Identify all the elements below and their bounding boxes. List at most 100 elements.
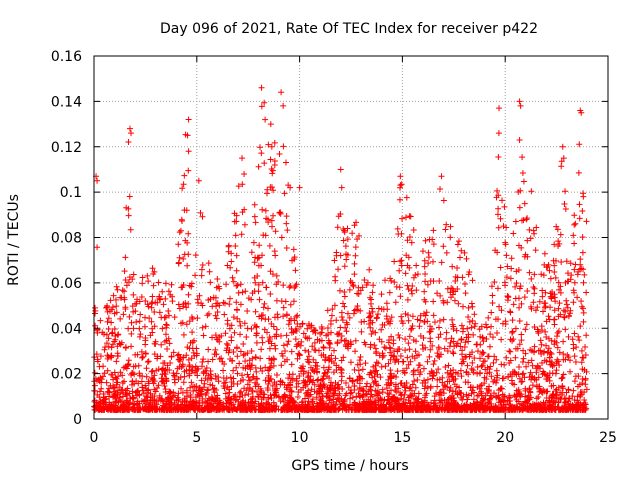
data-point [515,242,522,249]
chart-title: Day 096 of 2021, Rate Of TEC Index for r… [160,21,538,37]
data-point [435,344,442,351]
data-point [230,375,237,382]
data-point [378,404,385,411]
data-point [302,347,309,354]
data-point [409,282,416,289]
data-point [367,324,374,331]
data-point [399,358,406,365]
data-point [126,193,133,200]
data-point [237,281,244,288]
data-point [104,367,111,374]
data-point [262,116,269,123]
data-point [251,402,258,409]
data-point [91,388,98,395]
data-point [483,335,490,342]
data-point [387,349,394,356]
data-point [464,396,471,403]
data-point [320,373,327,380]
data-point [349,394,356,401]
data-point [409,322,416,329]
data-point [503,274,510,281]
data-point [334,339,341,346]
data-point [560,351,567,358]
data-point [546,354,553,361]
data-point [578,109,585,116]
data-point [285,182,292,189]
data-point [306,359,313,366]
data-point [489,292,496,299]
data-point [252,308,259,315]
data-point [140,390,147,397]
data-point [340,237,347,244]
data-point [465,334,472,341]
data-point [248,406,255,413]
data-point [93,351,100,358]
data-point [463,401,470,408]
data-point [271,139,278,146]
data-point [108,330,115,337]
data-point [180,181,187,188]
data-point [557,396,564,403]
data-point [156,309,163,316]
data-point [179,319,186,326]
data-point [261,160,268,167]
data-point [539,389,546,396]
data-point [232,243,239,250]
data-point [257,355,264,362]
data-point [441,406,448,413]
data-point [391,279,398,286]
data-point [232,232,239,239]
data-point [405,311,412,318]
data-point [453,327,460,334]
data-point [469,406,476,413]
data-point [531,230,538,237]
data-point [316,388,323,395]
data-point [551,321,558,328]
y-tick-label: 0 [73,412,82,428]
data-point [551,268,558,275]
data-point [103,379,110,386]
data-point [152,340,159,347]
data-point [480,349,487,356]
data-point [440,243,447,250]
data-point [244,350,251,357]
data-point [398,181,405,188]
data-point [346,375,353,382]
data-point [470,331,477,338]
data-point [233,252,240,259]
data-point [523,216,530,223]
y-tick-label: 0.12 [51,140,82,156]
data-point [396,267,403,274]
data-point [248,347,255,354]
data-point [324,324,331,331]
data-point [298,364,305,371]
data-point [335,213,342,220]
data-point [306,401,313,408]
data-point [277,210,284,217]
data-point [261,300,268,307]
data-point [481,357,488,364]
data-point [283,332,290,339]
data-point [131,404,138,411]
data-point [415,403,422,410]
y-axis-label: ROTI / TECUs [6,194,22,286]
data-point [461,344,468,351]
data-point [553,367,560,374]
data-point [508,405,515,412]
data-point [577,323,584,330]
data-point [321,370,328,377]
data-point [345,345,352,352]
data-point [227,374,234,381]
data-point [512,325,519,332]
data-point [139,354,146,361]
data-point [370,282,377,289]
data-point [225,397,232,404]
data-point [519,154,526,161]
data-point [359,284,366,291]
data-point [270,212,277,219]
data-point [494,372,501,379]
data-point [235,289,242,296]
data-point [243,333,250,340]
data-point [469,303,476,310]
data-point [271,406,278,413]
